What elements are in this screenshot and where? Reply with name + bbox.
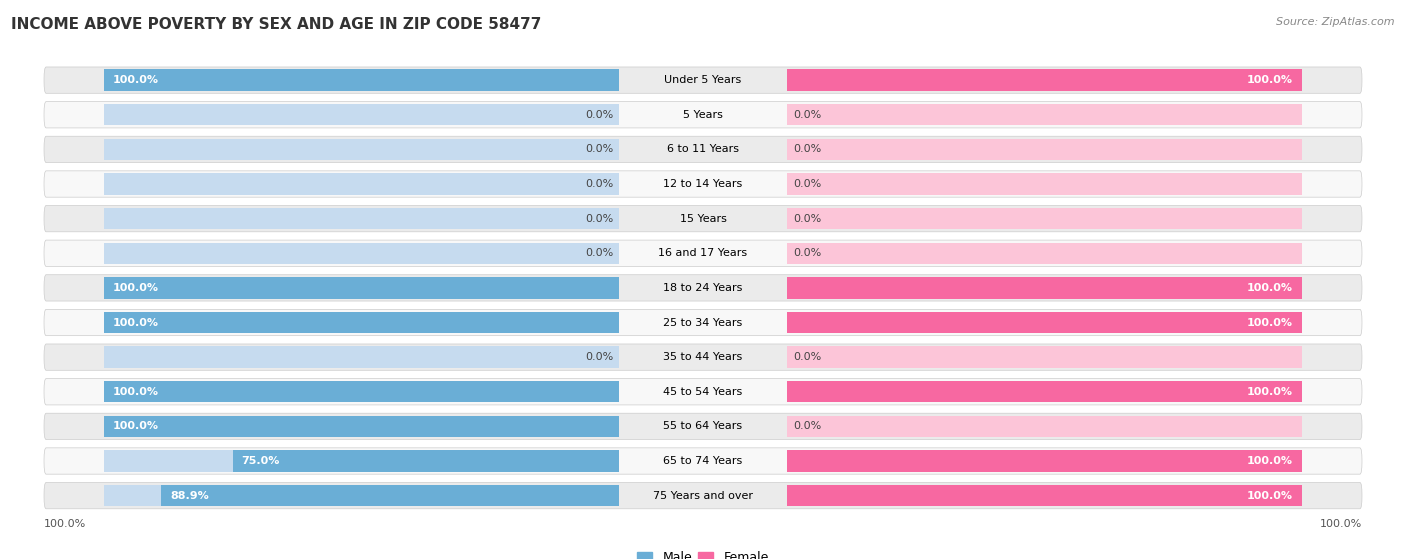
- FancyBboxPatch shape: [44, 206, 1362, 232]
- Text: 18 to 24 Years: 18 to 24 Years: [664, 283, 742, 293]
- Text: 12 to 14 Years: 12 to 14 Years: [664, 179, 742, 189]
- Bar: [104, 416, 619, 437]
- Bar: [787, 69, 1302, 91]
- FancyBboxPatch shape: [44, 309, 1362, 335]
- Bar: [787, 277, 1302, 299]
- FancyBboxPatch shape: [44, 344, 1362, 370]
- Text: 100.0%: 100.0%: [1247, 283, 1294, 293]
- Text: 100.0%: 100.0%: [112, 387, 159, 397]
- Bar: [104, 312, 619, 333]
- Text: 75.0%: 75.0%: [242, 456, 280, 466]
- Text: 100.0%: 100.0%: [1247, 456, 1294, 466]
- FancyBboxPatch shape: [44, 102, 1362, 128]
- Bar: [104, 277, 619, 299]
- Bar: [787, 173, 1302, 195]
- FancyBboxPatch shape: [44, 171, 1362, 197]
- Text: 100.0%: 100.0%: [112, 283, 159, 293]
- Text: 0.0%: 0.0%: [793, 352, 821, 362]
- Legend: Male, Female: Male, Female: [633, 546, 773, 559]
- Bar: [787, 416, 1302, 437]
- Bar: [787, 347, 1302, 368]
- Bar: [104, 485, 619, 506]
- Text: 35 to 44 Years: 35 to 44 Years: [664, 352, 742, 362]
- Text: 25 to 34 Years: 25 to 34 Years: [664, 318, 742, 328]
- Bar: [787, 451, 1302, 472]
- Text: 45 to 54 Years: 45 to 54 Years: [664, 387, 742, 397]
- Text: 55 to 64 Years: 55 to 64 Years: [664, 421, 742, 432]
- Text: 0.0%: 0.0%: [793, 214, 821, 224]
- Text: 0.0%: 0.0%: [585, 214, 613, 224]
- Text: Under 5 Years: Under 5 Years: [665, 75, 741, 85]
- Text: 100.0%: 100.0%: [1320, 519, 1362, 529]
- Bar: [104, 208, 619, 229]
- Bar: [787, 69, 1302, 91]
- Text: 100.0%: 100.0%: [1247, 491, 1294, 501]
- Bar: [162, 485, 619, 506]
- Bar: [104, 69, 619, 91]
- Text: 16 and 17 Years: 16 and 17 Years: [658, 248, 748, 258]
- Bar: [787, 243, 1302, 264]
- Bar: [104, 381, 619, 402]
- Text: 88.9%: 88.9%: [170, 491, 209, 501]
- Text: 100.0%: 100.0%: [112, 421, 159, 432]
- Bar: [787, 277, 1302, 299]
- Text: 5 Years: 5 Years: [683, 110, 723, 120]
- Bar: [787, 312, 1302, 333]
- Text: 0.0%: 0.0%: [793, 248, 821, 258]
- Text: 100.0%: 100.0%: [112, 318, 159, 328]
- Text: 0.0%: 0.0%: [793, 179, 821, 189]
- Text: 100.0%: 100.0%: [44, 519, 86, 529]
- Bar: [104, 104, 619, 125]
- Bar: [787, 104, 1302, 125]
- FancyBboxPatch shape: [44, 482, 1362, 509]
- FancyBboxPatch shape: [44, 240, 1362, 267]
- FancyBboxPatch shape: [44, 274, 1362, 301]
- Text: 0.0%: 0.0%: [793, 110, 821, 120]
- Text: 65 to 74 Years: 65 to 74 Years: [664, 456, 742, 466]
- Bar: [787, 381, 1302, 402]
- Bar: [787, 312, 1302, 333]
- FancyBboxPatch shape: [44, 378, 1362, 405]
- Bar: [104, 381, 619, 402]
- FancyBboxPatch shape: [44, 67, 1362, 93]
- Bar: [787, 451, 1302, 472]
- Bar: [104, 243, 619, 264]
- Text: 0.0%: 0.0%: [585, 144, 613, 154]
- Text: 100.0%: 100.0%: [112, 75, 159, 85]
- Text: 0.0%: 0.0%: [585, 110, 613, 120]
- Bar: [787, 208, 1302, 229]
- Bar: [787, 485, 1302, 506]
- Text: INCOME ABOVE POVERTY BY SEX AND AGE IN ZIP CODE 58477: INCOME ABOVE POVERTY BY SEX AND AGE IN Z…: [11, 17, 541, 32]
- Bar: [104, 173, 619, 195]
- Text: 100.0%: 100.0%: [1247, 318, 1294, 328]
- Text: 0.0%: 0.0%: [585, 352, 613, 362]
- Bar: [233, 451, 619, 472]
- Bar: [787, 381, 1302, 402]
- FancyBboxPatch shape: [44, 136, 1362, 163]
- Text: 0.0%: 0.0%: [585, 248, 613, 258]
- Bar: [787, 139, 1302, 160]
- Text: 0.0%: 0.0%: [793, 421, 821, 432]
- Text: 15 Years: 15 Years: [679, 214, 727, 224]
- Bar: [104, 69, 619, 91]
- Bar: [104, 451, 619, 472]
- Text: 0.0%: 0.0%: [793, 144, 821, 154]
- Bar: [104, 347, 619, 368]
- FancyBboxPatch shape: [44, 413, 1362, 439]
- Bar: [104, 312, 619, 333]
- Text: 100.0%: 100.0%: [1247, 75, 1294, 85]
- Text: Source: ZipAtlas.com: Source: ZipAtlas.com: [1277, 17, 1395, 27]
- Bar: [104, 139, 619, 160]
- Text: 0.0%: 0.0%: [585, 179, 613, 189]
- FancyBboxPatch shape: [44, 448, 1362, 474]
- Text: 75 Years and over: 75 Years and over: [652, 491, 754, 501]
- Bar: [787, 485, 1302, 506]
- Bar: [104, 416, 619, 437]
- Text: 100.0%: 100.0%: [1247, 387, 1294, 397]
- Text: 6 to 11 Years: 6 to 11 Years: [666, 144, 740, 154]
- Bar: [104, 277, 619, 299]
